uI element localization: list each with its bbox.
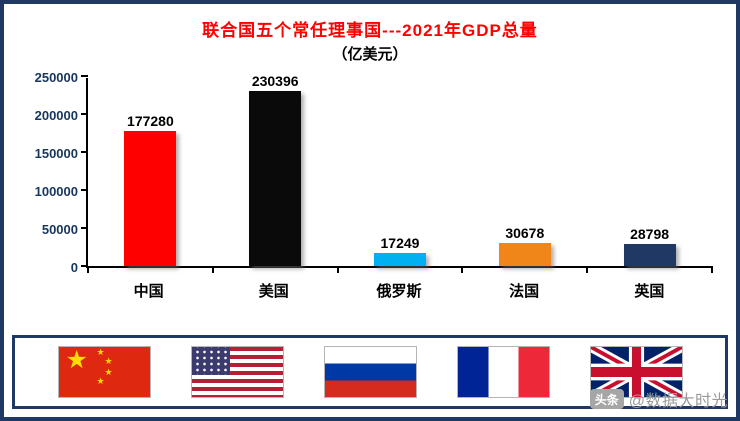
china-big-star-icon: ★ (65, 346, 88, 374)
bar-china (124, 131, 177, 266)
y-tick-mark (81, 265, 88, 267)
bar-value-label: 28798 (630, 226, 670, 243)
flag-china-icon: ★ ★ ★ ★ ★ (57, 346, 151, 398)
y-tick-mark (81, 113, 88, 115)
bar-value-label: 230396 (251, 72, 299, 89)
y-tick-label: 150000 (34, 146, 78, 161)
y-tick-label: 200000 (34, 108, 78, 123)
y-tick-mark (81, 151, 88, 153)
x-tick-mark (211, 266, 214, 273)
y-axis: 0 50000 100000 150000 200000 250000 (24, 70, 86, 275)
plot-area: 177280 230396 17249 30678 28798 (81, 73, 713, 273)
bar-russia (373, 252, 426, 266)
x-tick-mark (87, 266, 89, 273)
plot-wrapper: 0 50000 100000 150000 200000 250000 177280 230… (24, 70, 713, 275)
china-small-star-icon: ★ (96, 376, 105, 386)
x-axis-label: 英国 (634, 283, 665, 300)
x-axis-label: 法国 (509, 283, 540, 300)
bar-column-usa: 230396 (213, 73, 338, 266)
bar-usa (249, 90, 302, 266)
china-small-star-icon: ★ (104, 367, 113, 377)
x-tick-mark (586, 266, 589, 273)
bar-value-label: 30678 (505, 224, 545, 241)
usa-canton-stars (191, 347, 230, 375)
x-tick-mark (336, 266, 339, 273)
bar-column-france: 30678 (462, 78, 587, 266)
x-tick-mark (711, 266, 713, 273)
china-small-star-icon: ★ (96, 347, 105, 357)
bar-column-uk: 28798 (587, 78, 712, 266)
bar-value-label: 17249 (380, 234, 420, 251)
bar-uk (623, 244, 676, 266)
watermark: 头条 @数据大时光 (589, 387, 728, 411)
bar-column-china: 177280 (88, 78, 213, 266)
y-tick-label: 0 (70, 260, 78, 275)
x-axis-label: 美国 (258, 283, 289, 300)
bar-column-russia: 17249 (338, 78, 463, 266)
x-tick-mark (461, 266, 464, 273)
y-tick-mark (81, 189, 88, 191)
x-axis-label: 中国 (133, 283, 164, 300)
flag-uk-icon (589, 346, 683, 398)
china-small-star-icon: ★ (104, 356, 113, 366)
chart-title: 联合国五个常任理事国---2021年GDP总量 (202, 21, 538, 40)
y-tick-label: 100000 (34, 184, 78, 199)
x-axis-label: 俄罗斯 (376, 283, 422, 300)
flag-usa-icon (190, 346, 284, 398)
flag-france-icon (456, 346, 550, 398)
union-jack-svg (590, 347, 682, 397)
toutiao-logo-icon: 头条 (589, 389, 624, 409)
flag-russia-icon (323, 346, 417, 398)
chart-subtitle: （亿美元） (332, 46, 408, 63)
y-tick-label: 50000 (41, 222, 78, 237)
y-tick-mark (81, 75, 88, 77)
bar-value-label: 177280 (127, 113, 174, 130)
y-tick-mark (81, 227, 88, 229)
bar-france (498, 242, 551, 266)
watermark-handle: @数据大时光 (628, 393, 728, 410)
x-axis-labels: 中国 美国 俄罗斯 法国 英国 (86, 280, 712, 301)
y-tick-label: 250000 (34, 70, 78, 85)
